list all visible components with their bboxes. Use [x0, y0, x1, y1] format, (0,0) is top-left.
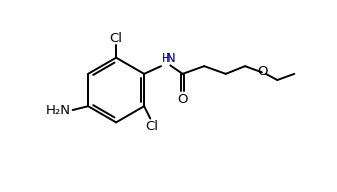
- Text: O: O: [257, 65, 268, 78]
- Text: Cl: Cl: [110, 32, 123, 45]
- Text: O: O: [177, 93, 188, 106]
- Text: Cl: Cl: [145, 120, 158, 133]
- Text: N: N: [166, 52, 176, 65]
- Text: H₂N: H₂N: [46, 103, 71, 117]
- Text: H: H: [162, 52, 171, 65]
